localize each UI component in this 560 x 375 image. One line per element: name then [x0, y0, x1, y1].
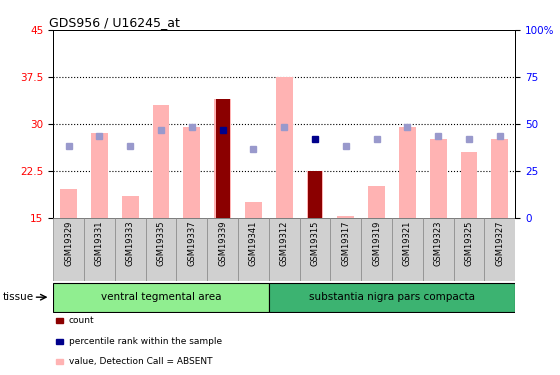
- Text: GSM19339: GSM19339: [218, 220, 227, 266]
- Bar: [306, 171, 324, 217]
- Text: GSM19312: GSM19312: [279, 220, 289, 266]
- Bar: [337, 216, 354, 217]
- Bar: [84, 217, 115, 281]
- FancyBboxPatch shape: [269, 283, 515, 312]
- Bar: [361, 217, 392, 281]
- Text: tissue: tissue: [3, 292, 34, 302]
- Bar: [308, 171, 322, 217]
- Bar: [460, 152, 478, 217]
- Bar: [183, 127, 200, 218]
- Bar: [53, 217, 84, 281]
- Bar: [91, 133, 108, 218]
- Bar: [368, 186, 385, 218]
- Bar: [330, 217, 361, 281]
- Text: percentile rank within the sample: percentile rank within the sample: [69, 337, 222, 346]
- Text: GSM19317: GSM19317: [341, 220, 351, 266]
- Text: GSM19337: GSM19337: [187, 220, 197, 266]
- Text: GSM19329: GSM19329: [64, 220, 73, 266]
- Bar: [300, 217, 330, 281]
- Text: GSM19335: GSM19335: [156, 220, 166, 266]
- Bar: [115, 217, 146, 281]
- Bar: [399, 127, 416, 218]
- Text: GSM19333: GSM19333: [125, 220, 135, 266]
- Text: count: count: [69, 316, 95, 325]
- Bar: [238, 217, 269, 281]
- Bar: [207, 217, 238, 281]
- Text: value, Detection Call = ABSENT: value, Detection Call = ABSENT: [69, 357, 212, 366]
- Bar: [122, 196, 139, 217]
- Bar: [60, 189, 77, 217]
- Bar: [276, 77, 293, 218]
- Text: GSM19325: GSM19325: [464, 220, 474, 266]
- Text: ventral tegmental area: ventral tegmental area: [101, 291, 221, 302]
- Text: GSM19331: GSM19331: [95, 220, 104, 266]
- Bar: [146, 217, 176, 281]
- Bar: [491, 140, 508, 218]
- Bar: [269, 217, 300, 281]
- Text: GSM19315: GSM19315: [310, 220, 320, 266]
- Text: substantia nigra pars compacta: substantia nigra pars compacta: [309, 291, 475, 302]
- Text: GDS956 / U16245_at: GDS956 / U16245_at: [49, 16, 179, 29]
- Bar: [454, 217, 484, 281]
- Bar: [216, 99, 230, 218]
- Bar: [392, 217, 423, 281]
- Bar: [430, 140, 447, 218]
- Bar: [484, 217, 515, 281]
- Text: GSM19327: GSM19327: [495, 220, 505, 266]
- Text: GSM19321: GSM19321: [403, 220, 412, 266]
- FancyBboxPatch shape: [53, 283, 269, 312]
- Bar: [214, 99, 231, 218]
- Bar: [423, 217, 454, 281]
- Text: GSM19341: GSM19341: [249, 220, 258, 266]
- Bar: [245, 202, 262, 217]
- Bar: [176, 217, 207, 281]
- Text: GSM19319: GSM19319: [372, 220, 381, 266]
- Bar: [152, 105, 170, 218]
- Text: GSM19323: GSM19323: [433, 220, 443, 266]
